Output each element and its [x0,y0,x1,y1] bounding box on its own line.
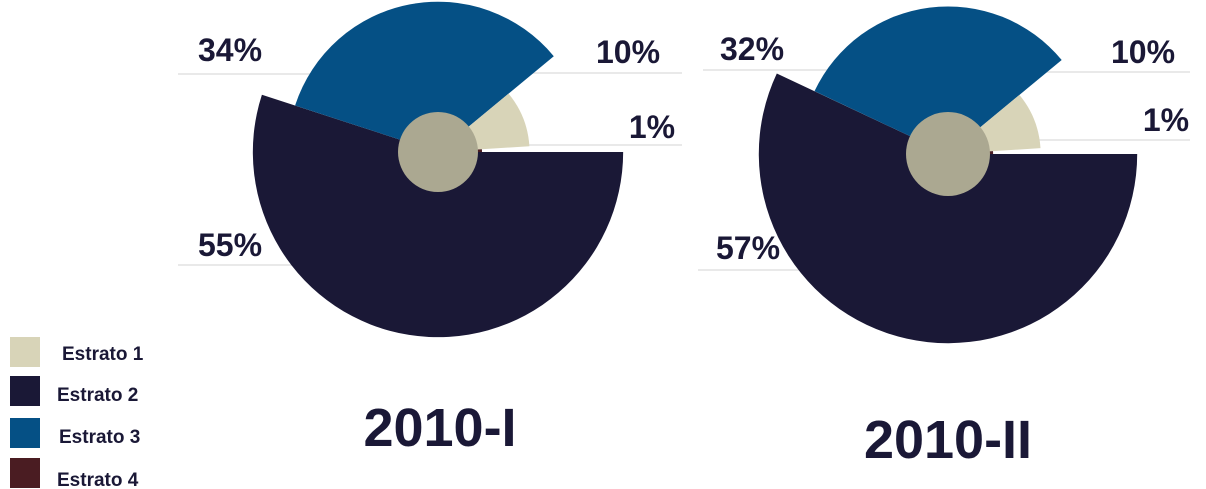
chart-title-2010-ii: 2010-II [864,410,1032,470]
legend-swatch [10,458,40,488]
data-label-estrato-1: 10% [596,34,660,70]
legend: Estrato 1 Estrato 2 Estrato 3 Estrato 4 [10,337,144,489]
legend-label: Estrato 3 [59,427,140,448]
pie-slice-estrato-3 [814,6,1062,155]
pie-slice-estrato-3 [295,1,554,153]
data-label-estrato-3: 32% [720,31,784,67]
chart-title-2010-i: 2010-I [363,398,516,458]
data-label-estrato-3: 34% [198,32,262,68]
data-label-estrato-2: 55% [198,227,262,263]
data-label-estrato-2: 57% [716,230,780,266]
pie-center-hub [398,112,478,192]
legend-swatch [10,376,40,406]
legend-item: Estrato 1 [10,337,144,367]
pie-slice-estrato-2 [758,73,1138,344]
legend-item: Estrato 3 [10,418,140,448]
pie-center-hub [906,112,990,196]
pie-slices-2010-i [252,1,624,338]
legend-item: Estrato 4 [10,458,139,489]
legend-label: Estrato 1 [62,344,144,365]
data-label-estrato-4: 1% [629,109,675,145]
pie-slice-estrato-2 [252,94,624,338]
legend-swatch [10,418,40,448]
legend-label: Estrato 4 [57,470,139,489]
chart-2010-i: 34% 10% 1% 55% 2010-I [178,1,682,458]
legend-label: Estrato 2 [57,385,138,406]
pie-slices-2010-ii [758,6,1138,344]
chart-2010-ii: 32% 10% 1% 57% 2010-II [698,6,1190,470]
data-label-estrato-1: 10% [1111,34,1175,70]
data-label-estrato-4: 1% [1143,102,1189,138]
legend-item: Estrato 2 [10,376,138,406]
legend-swatch [10,337,40,367]
